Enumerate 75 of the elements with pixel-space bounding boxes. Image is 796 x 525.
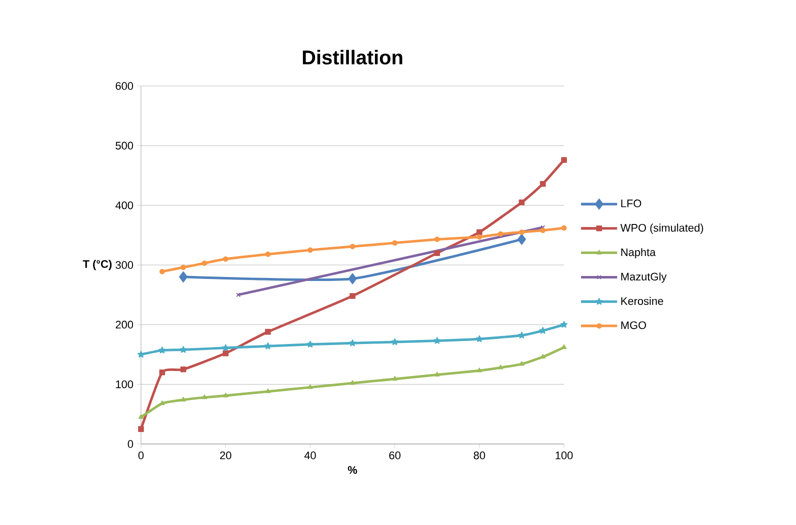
legend-label: MGO	[621, 321, 646, 330]
point	[561, 225, 567, 231]
y-tick-label: 500	[116, 142, 134, 150]
y-axis-title: T (°C)	[82, 260, 112, 270]
y-tick-label: 600	[116, 82, 134, 90]
point	[222, 256, 228, 262]
point	[540, 180, 546, 187]
point	[180, 396, 186, 402]
point	[519, 229, 524, 235]
point	[476, 368, 482, 372]
point	[223, 392, 228, 398]
point	[180, 366, 186, 372]
point	[264, 342, 272, 350]
point	[180, 264, 186, 270]
point	[476, 335, 483, 342]
point	[159, 369, 166, 376]
point	[265, 328, 271, 335]
point	[222, 344, 230, 352]
y-tick-label: 100	[116, 380, 134, 388]
point	[560, 320, 568, 328]
point	[518, 332, 526, 338]
legend-label: Naphta	[621, 248, 656, 258]
point	[350, 244, 356, 250]
point	[350, 380, 356, 385]
x-tick-label: 40	[304, 452, 316, 460]
y-tick-label: 400	[115, 201, 134, 210]
point	[476, 229, 482, 236]
legend-label: MazutGly	[621, 272, 667, 283]
point	[158, 346, 166, 354]
y-tick-label: 200	[116, 320, 134, 329]
point	[236, 292, 241, 298]
point	[180, 346, 187, 353]
point	[498, 231, 504, 237]
point	[350, 293, 356, 299]
x-tick-label: 60	[389, 452, 400, 460]
point	[518, 199, 525, 206]
point	[517, 234, 526, 245]
point	[540, 228, 546, 234]
y-tick-label: 0	[128, 440, 134, 448]
point	[392, 240, 398, 246]
point	[265, 252, 271, 257]
point	[138, 426, 144, 432]
point	[308, 384, 313, 390]
point	[159, 268, 165, 274]
legend-label: Kerosine	[621, 296, 664, 305]
point	[434, 372, 440, 376]
chart-title: Distillation	[302, 50, 402, 64]
point	[348, 273, 357, 284]
point	[519, 361, 524, 366]
point	[391, 338, 398, 346]
point	[265, 388, 270, 394]
point	[392, 376, 398, 381]
x-tick-label: 20	[220, 452, 232, 460]
y-tick-label: 300	[116, 261, 134, 269]
x-tick-label: 0	[138, 452, 144, 460]
point	[348, 339, 356, 346]
point	[222, 350, 229, 356]
point	[202, 394, 208, 400]
point	[306, 340, 314, 348]
x-tick-label: 100	[556, 452, 573, 460]
point	[539, 326, 546, 334]
point	[202, 260, 208, 266]
point	[308, 247, 313, 253]
x-tick-label: 80	[474, 452, 486, 460]
x-axis-title: %	[348, 466, 358, 474]
point	[434, 337, 441, 344]
point	[561, 157, 567, 163]
legend-label: WPO (simulated)	[620, 224, 704, 234]
point	[434, 236, 440, 242]
point	[434, 250, 440, 256]
point	[476, 234, 482, 240]
point	[138, 414, 144, 419]
point	[498, 364, 504, 370]
legend-label: LFO	[621, 200, 642, 208]
point	[179, 271, 188, 282]
